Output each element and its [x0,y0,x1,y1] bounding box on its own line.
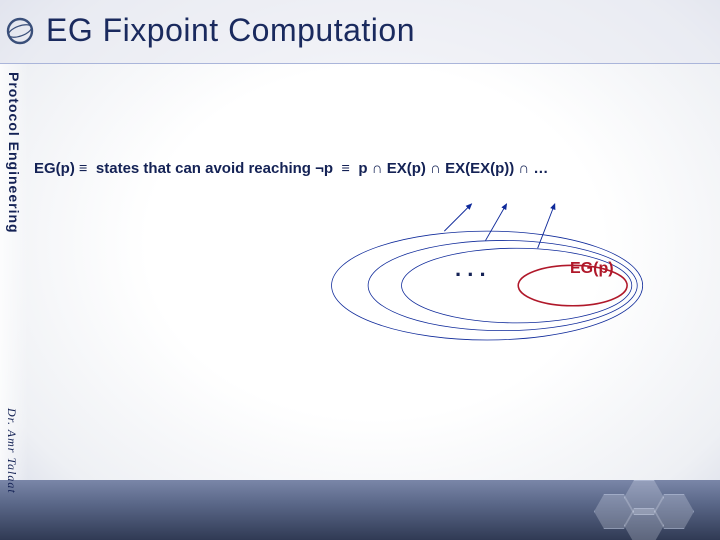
diagram-eg-label: EG(p) [570,260,614,278]
arrow [444,204,471,231]
equiv-symbol-2: ≡ [341,161,350,177]
cap-3: ∩ [518,160,529,177]
rhs-p: p [358,160,367,177]
arrow [486,204,507,241]
slide: EG Fixpoint Computation Protocol Enginee… [0,0,720,540]
fixpoint-svg [295,200,687,340]
formula-neg-p: ¬p [315,160,333,177]
author-label: Dr. Amr Talaat [4,408,19,494]
formula-lhs: EG(p) [34,160,75,177]
rhs-exp: EX(p) [387,160,426,177]
cap-1: ∩ [372,160,383,177]
ellipse [368,240,637,330]
arrow [538,204,555,248]
diagram-dots: . . . [455,256,486,282]
sidebar-label: Protocol Engineering [6,72,22,234]
rhs-exexp: EX(EX(p)) [445,160,514,177]
footer-logo [594,480,694,536]
equiv-symbol-1: ≡ [79,161,88,177]
page-title: EG Fixpoint Computation [46,12,415,49]
rhs-ellipsis: … [533,160,548,177]
formula-line: EG(p) ≡ states that can avoid reaching ¬… [34,160,548,178]
formula-middle: states that can avoid reaching [96,160,311,177]
fixpoint-diagram: . . . EG(p) [295,200,687,340]
ellipse [332,231,643,340]
cap-2: ∩ [430,160,441,177]
logo-top-left [6,16,40,48]
